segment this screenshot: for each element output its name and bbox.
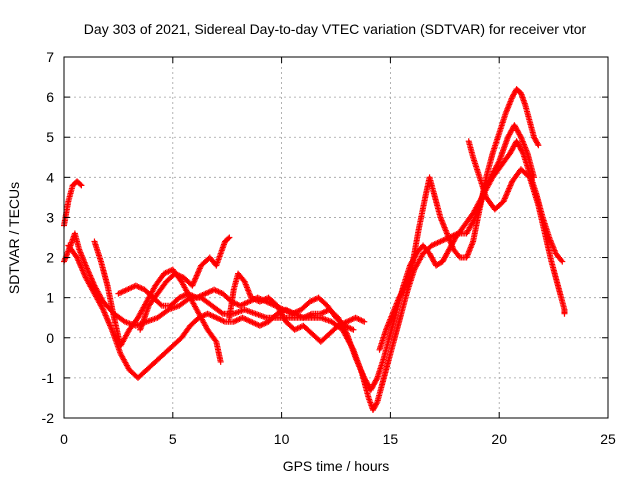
y-tick-label: 1 <box>46 290 54 306</box>
x-tick-label: 5 <box>169 431 177 447</box>
x-tick-label: 0 <box>60 431 68 447</box>
axis-ticks: 0 5 10 15 20 25 -2 -1 0 1 2 3 4 5 6 7 <box>42 49 616 447</box>
data-point <box>361 318 368 325</box>
x-tick-label: 20 <box>491 431 507 447</box>
x-axis-label: GPS time / hours <box>283 458 390 474</box>
x-tick-label: 25 <box>600 431 616 447</box>
data-point <box>373 376 380 383</box>
y-tick-label: 2 <box>46 250 54 266</box>
data-point <box>535 142 542 149</box>
y-tick-label: 0 <box>46 330 54 346</box>
series-track-a <box>61 178 85 229</box>
y-tick-label: 5 <box>46 129 54 145</box>
series-track-d <box>91 238 224 365</box>
data-point <box>225 235 232 242</box>
y-tick-label: 3 <box>46 209 54 225</box>
data-point <box>517 132 524 139</box>
data-point <box>78 182 85 189</box>
data-point <box>401 283 408 290</box>
series-track-e <box>115 282 357 333</box>
x-tick-label: 15 <box>383 431 399 447</box>
y-tick-label: 7 <box>46 49 54 65</box>
data-point <box>77 181 84 188</box>
chart-title: Day 303 of 2021, Sidereal Day-to-day VTE… <box>84 21 587 37</box>
data-points <box>61 86 568 413</box>
series-track-i <box>465 138 568 317</box>
y-axis-label: SDTVAR / TECUs <box>6 182 22 294</box>
data-point <box>534 140 541 147</box>
data-point <box>226 234 233 241</box>
y-tick-label: 4 <box>46 169 54 185</box>
data-point <box>558 257 565 264</box>
series-track-g <box>226 270 368 345</box>
data-point <box>373 400 380 407</box>
x-tick-label: 10 <box>274 431 290 447</box>
data-point <box>218 309 225 316</box>
data-point <box>212 337 219 344</box>
data-point <box>217 358 224 365</box>
y-tick-label: -1 <box>42 370 55 386</box>
data-point <box>559 258 566 265</box>
data-point <box>455 253 462 260</box>
y-tick-label: -2 <box>42 410 55 426</box>
plot-frame <box>63 56 609 419</box>
data-point <box>350 326 357 333</box>
y-tick-label: 6 <box>46 89 54 105</box>
series-track-f <box>137 234 233 333</box>
data-point <box>157 301 164 308</box>
data-point <box>561 310 568 317</box>
